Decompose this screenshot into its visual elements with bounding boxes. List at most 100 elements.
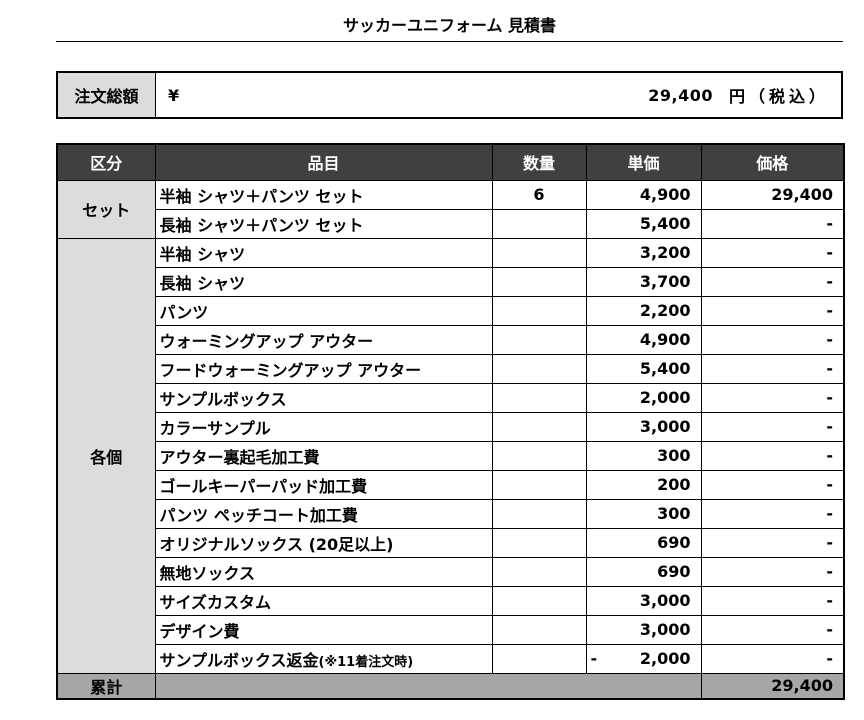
table-row: サイズカスタム 3,000- xyxy=(57,585,845,616)
unit-price-cell[interactable]: 690 xyxy=(585,527,702,558)
table-row: カラーサンプル 3,000- xyxy=(57,411,845,442)
unit-price-cell[interactable]: 4,900 xyxy=(585,324,702,355)
section-label: セット xyxy=(56,179,156,239)
qty-cell[interactable] xyxy=(491,440,587,471)
item-cell[interactable]: サイズカスタム xyxy=(154,585,493,616)
price-cell[interactable]: - xyxy=(700,556,845,587)
order-total-unit: 円（税込） xyxy=(728,87,829,106)
table-row: パンツ 2,200- xyxy=(57,295,845,326)
item-cell[interactable]: 長袖 シャツ＋パンツ セット xyxy=(154,208,493,239)
item-cell[interactable]: サンプルボックス xyxy=(154,382,493,413)
unit-price-cell[interactable]: 3,200 xyxy=(585,237,702,268)
qty-cell[interactable] xyxy=(491,556,587,587)
qty-cell[interactable] xyxy=(491,353,587,384)
page-title: サッカーユニフォーム 見積書 xyxy=(342,16,557,35)
qty-cell[interactable] xyxy=(491,411,587,442)
unit-price-cell[interactable]: 5,400 xyxy=(585,353,702,384)
price-cell[interactable]: - xyxy=(700,382,845,413)
price-cell[interactable]: - xyxy=(700,295,845,326)
unit-price-wrap: - 2,000 xyxy=(587,649,691,668)
unit-price-cell[interactable]: 300 xyxy=(585,498,702,529)
item-name: 長袖 シャツ＋パンツ セット xyxy=(159,215,364,235)
section-label: 各個 xyxy=(56,237,156,674)
price-cell[interactable]: - xyxy=(700,498,845,529)
price-cell[interactable]: - xyxy=(700,411,845,442)
unit-price-cell[interactable]: 2,200 xyxy=(585,295,702,326)
item-name: 無地ソックス xyxy=(159,563,256,583)
item-name: オリジナルソックス (20足以上) xyxy=(159,534,394,554)
qty-cell[interactable] xyxy=(491,324,587,355)
unit-price-cell[interactable]: 3,700 xyxy=(585,266,702,297)
item-cell[interactable]: デザイン費 xyxy=(154,614,493,645)
item-name: サイズカスタム xyxy=(159,592,272,612)
unit-price-cell[interactable]: - 2,000 xyxy=(585,643,702,674)
item-cell[interactable]: ウォーミングアップ アウター xyxy=(154,324,493,355)
table-row: フードウォーミングアップ アウター 5,400- xyxy=(57,353,845,384)
item-cell[interactable]: パンツ xyxy=(154,295,493,326)
unit-price-cell[interactable]: 200 xyxy=(585,469,702,500)
qty-cell[interactable] xyxy=(491,498,587,529)
unit-price-cell[interactable]: 3,000 xyxy=(585,411,702,442)
item-cell[interactable]: サンプルボックス返金(※11着注文時) xyxy=(154,643,493,674)
unit-price-cell[interactable]: 300 xyxy=(585,440,702,471)
price-cell[interactable]: - xyxy=(700,353,845,384)
item-cell[interactable]: ゴールキーパーパッド加工費 xyxy=(154,469,493,500)
table-row: セット 半袖 シャツ＋パンツ セット 6 4,900 29,400 xyxy=(56,179,845,239)
unit-price-cell[interactable]: 3,000 xyxy=(585,614,702,645)
item-cell[interactable]: 無地ソックス xyxy=(154,556,493,587)
item-cell[interactable]: アウター裏起毛加工費 xyxy=(154,440,493,471)
price-cell[interactable]: - xyxy=(700,527,845,558)
item-cell[interactable]: 半袖 シャツ xyxy=(154,237,493,268)
qty-cell[interactable] xyxy=(491,643,587,674)
unit-price-cell[interactable]: 690 xyxy=(585,556,702,587)
unit-price-cell[interactable]: 4,900 xyxy=(585,179,702,210)
price-cell[interactable]: - xyxy=(700,614,845,645)
item-cell[interactable]: フードウォーミングアップ アウター xyxy=(154,353,493,384)
table-row: 各個 半袖 シャツ 3,200- xyxy=(56,237,845,674)
item-cell[interactable]: 半袖 シャツ＋パンツ セット xyxy=(154,179,493,210)
qty-cell[interactable] xyxy=(491,382,587,413)
unit-price-cell[interactable]: 2,000 xyxy=(585,382,702,413)
table-row: パンツ ペッチコート加工費 300- xyxy=(57,498,845,529)
qty-cell[interactable] xyxy=(491,527,587,558)
qty-cell[interactable] xyxy=(491,585,587,616)
price-cell[interactable]: - xyxy=(700,469,845,500)
item-cell[interactable]: 長袖 シャツ xyxy=(154,266,493,297)
unit-price-cell[interactable]: 3,000 xyxy=(585,585,702,616)
qty-cell[interactable] xyxy=(491,237,587,268)
summary-row: 累計 29,400 xyxy=(56,672,845,700)
item-cell[interactable]: カラーサンプル xyxy=(154,411,493,442)
qty-cell[interactable] xyxy=(491,614,587,645)
currency-symbol: ¥ xyxy=(168,85,180,105)
item-note: (※11着注文時) xyxy=(318,654,414,670)
price-cell[interactable]: - xyxy=(700,324,845,355)
order-total-amount-cell: 29,400 円（税込） xyxy=(228,73,841,117)
qty-cell[interactable] xyxy=(491,208,587,239)
qty-cell[interactable] xyxy=(491,469,587,500)
price-cell[interactable]: - xyxy=(700,440,845,471)
order-total-box: 注文総額 ¥ 29,400 円（税込） xyxy=(56,71,843,119)
header-qty: 数量 xyxy=(491,143,587,181)
item-cell[interactable]: オリジナルソックス (20足以上) xyxy=(154,527,493,558)
item-cell[interactable]: パンツ ペッチコート加工費 xyxy=(154,498,493,529)
item-name: ゴールキーパーパッド加工費 xyxy=(159,476,368,496)
header-unit-price: 単価 xyxy=(585,143,702,181)
unit-price-value: 2,000 xyxy=(639,649,691,668)
price-cell[interactable]: - xyxy=(700,266,845,297)
qty-cell[interactable]: 6 xyxy=(491,179,587,210)
price-cell[interactable]: - xyxy=(700,237,845,268)
table-header-row: 区分 品目 数量 単価 価格 xyxy=(56,143,845,181)
price-cell[interactable]: 29,400 xyxy=(700,179,845,210)
title-underline xyxy=(56,41,843,42)
qty-cell[interactable] xyxy=(491,266,587,297)
price-cell[interactable]: - xyxy=(700,643,845,674)
item-name: パンツ ペッチコート加工費 xyxy=(159,505,358,525)
price-cell[interactable]: - xyxy=(700,208,845,239)
summary-blank xyxy=(154,672,702,700)
item-name: サンプルボックス返金 xyxy=(159,650,319,670)
price-cell[interactable]: - xyxy=(700,585,845,616)
item-name: 長袖 シャツ xyxy=(159,273,246,293)
table-row: サンプルボックス 2,000- xyxy=(57,382,845,413)
qty-cell[interactable] xyxy=(491,295,587,326)
unit-price-cell[interactable]: 5,400 xyxy=(585,208,702,239)
